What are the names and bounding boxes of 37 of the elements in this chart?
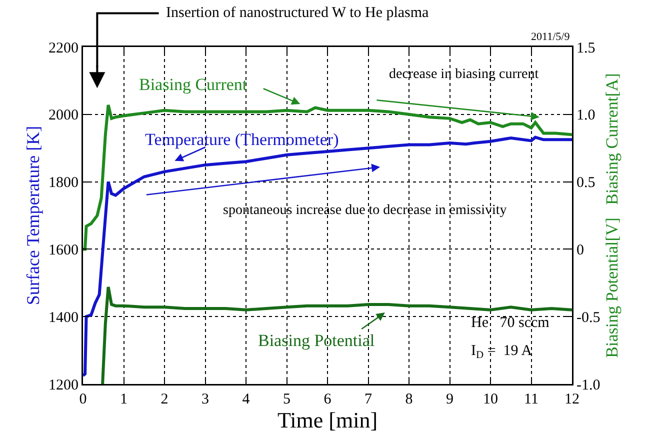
text: Insertion of nanostructured W to He plasma [166,5,430,21]
x-tick-label: 11 [524,392,538,408]
series-label: Biasing Potential [258,331,375,350]
x-tick-label: 6 [324,392,332,408]
x-tick-label: 12 [564,392,580,408]
x-tick-label: 5 [283,392,290,408]
x-tick-label: 1 [120,392,128,408]
y2-tick-label: -1.0 [576,377,600,394]
y-tick-label: 2200 [48,40,78,56]
x-tick-label: 9 [446,392,454,408]
y-tick-label: 1600 [48,242,78,258]
line-series [83,103,572,251]
text: 2011/5/9 [531,31,570,43]
annotation: He 70 sccm [471,315,550,331]
series-label: Temperature (Thermometer) [145,130,339,149]
y2-tick-label: 1.5 [576,40,596,56]
y2-tick-label: 1.0 [576,108,596,124]
y-tick-label: 1200 [48,377,78,394]
x-tick-label: 0 [79,392,87,408]
y2-tick-label: 0 [576,242,584,258]
x-tick-label: 2 [160,392,168,408]
y-tick-label: 2000 [48,108,78,124]
x-axis-title: Time [min] [277,408,378,432]
y-tick-label: 1400 [48,310,78,326]
line-series [101,285,572,384]
x-tick-label: 3 [202,392,209,408]
x-tick-label: 8 [405,392,413,408]
y2-axis-title: Biasing Potential[V] Biasing Current[A] [602,73,622,358]
x-tick-label: 7 [364,392,372,408]
y-axis-title: Surface Temperature [K] [22,126,43,306]
y2-tick-label: 0.5 [576,175,596,192]
y-tick-label: 1800 [48,175,78,192]
x-tick-label: 4 [242,392,250,408]
x-tick-label: 10 [483,392,498,408]
annotation: spontaneous increase due to decrease in emissivity [223,203,507,218]
series-label: Biasing Current [139,75,248,94]
y2-tick-label: -0.5 [576,310,600,326]
